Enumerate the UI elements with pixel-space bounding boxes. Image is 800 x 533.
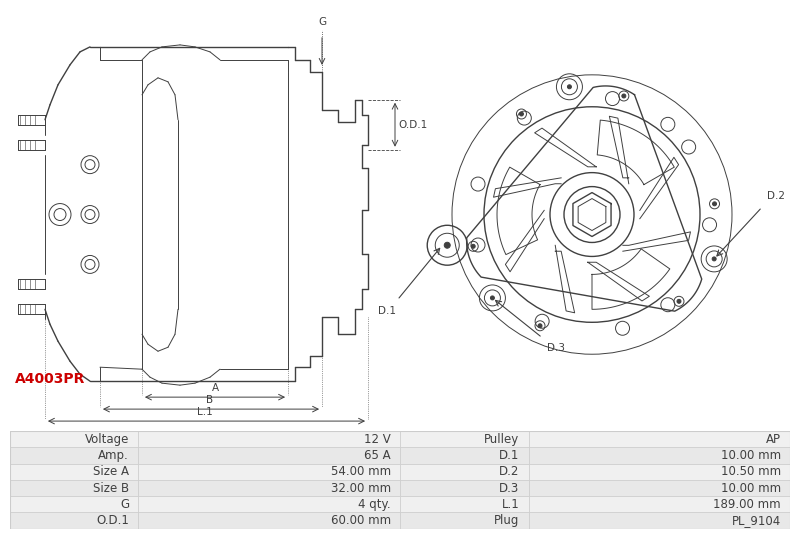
Bar (10, 464, 138, 480)
Circle shape (712, 257, 716, 261)
Text: 189.00 mm: 189.00 mm (714, 498, 781, 511)
Bar (400, 496, 529, 513)
Text: O.D.1: O.D.1 (398, 120, 428, 130)
Text: D.3: D.3 (499, 482, 519, 495)
Text: 10.50 mm: 10.50 mm (721, 465, 781, 478)
Circle shape (444, 242, 450, 248)
Text: B: B (206, 395, 214, 405)
Bar (400, 513, 529, 529)
Text: A: A (211, 383, 218, 393)
Bar (529, 431, 790, 448)
Text: 10.00 mm: 10.00 mm (721, 449, 781, 462)
Text: 12 V: 12 V (364, 433, 390, 446)
Text: D.2: D.2 (767, 191, 785, 201)
Bar (529, 448, 790, 464)
Text: Size A: Size A (93, 465, 129, 478)
Bar (529, 513, 790, 529)
Bar (10, 448, 138, 464)
Bar (400, 431, 529, 448)
Bar (138, 480, 400, 496)
Text: Plug: Plug (494, 514, 519, 527)
Text: D.3: D.3 (547, 343, 566, 353)
Bar (529, 464, 790, 480)
Circle shape (622, 94, 626, 98)
Bar (10, 513, 138, 529)
Circle shape (538, 324, 542, 328)
Text: A4003PR: A4003PR (15, 372, 86, 386)
Text: D.2: D.2 (499, 465, 519, 478)
Text: D.1: D.1 (499, 449, 519, 462)
Bar (529, 480, 790, 496)
Text: 54.00 mm: 54.00 mm (330, 465, 390, 478)
Text: L.1: L.1 (197, 407, 213, 417)
Text: 32.00 mm: 32.00 mm (330, 482, 390, 495)
Bar (10, 480, 138, 496)
Bar (138, 448, 400, 464)
Text: D.1: D.1 (378, 306, 396, 316)
Bar (400, 464, 529, 480)
Text: O.D.1: O.D.1 (96, 514, 129, 527)
Bar (138, 464, 400, 480)
Circle shape (471, 244, 475, 248)
Text: L.1: L.1 (502, 498, 519, 511)
Text: 4 qty.: 4 qty. (358, 498, 390, 511)
Text: G: G (120, 498, 129, 511)
Circle shape (713, 202, 717, 206)
Text: AP: AP (766, 433, 781, 446)
Bar (138, 513, 400, 529)
Text: 60.00 mm: 60.00 mm (330, 514, 390, 527)
Bar (400, 448, 529, 464)
Text: PL_9104: PL_9104 (732, 514, 781, 527)
Text: Pulley: Pulley (484, 433, 519, 446)
Bar (10, 496, 138, 513)
Bar (529, 496, 790, 513)
Text: Amp.: Amp. (98, 449, 129, 462)
Bar (400, 480, 529, 496)
Circle shape (677, 300, 681, 303)
Text: Size B: Size B (93, 482, 129, 495)
Bar (10, 431, 138, 448)
Text: Voltage: Voltage (85, 433, 129, 446)
Text: 65 A: 65 A (364, 449, 390, 462)
Bar (138, 496, 400, 513)
Circle shape (519, 112, 523, 116)
Text: 10.00 mm: 10.00 mm (721, 482, 781, 495)
Bar (138, 431, 400, 448)
Circle shape (567, 85, 571, 89)
Circle shape (490, 296, 494, 300)
Text: G: G (318, 17, 326, 27)
